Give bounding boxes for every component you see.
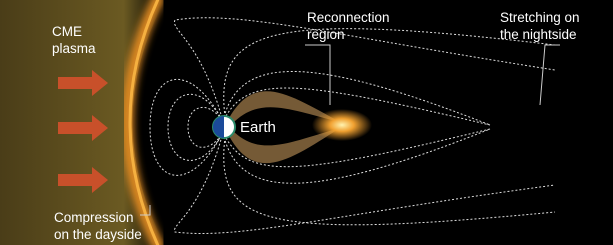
label-line: the nightside bbox=[500, 27, 577, 42]
label-line: region bbox=[307, 27, 345, 42]
label-line: on the dayside bbox=[54, 227, 142, 242]
label-line: Reconnection bbox=[307, 10, 390, 25]
page: CME plasma Reconnection region Stretchin… bbox=[0, 0, 613, 245]
label-line: Compression bbox=[54, 210, 134, 225]
label-line: plasma bbox=[52, 41, 96, 56]
plasma-arrows bbox=[58, 70, 108, 193]
magnetosphere-diagram: CME plasma Reconnection region Stretchin… bbox=[0, 0, 613, 245]
earth-label: Earth bbox=[240, 119, 276, 136]
label-line: Stretching on bbox=[500, 10, 580, 25]
label-line: CME bbox=[52, 24, 82, 39]
reconnection-flash bbox=[312, 109, 372, 141]
